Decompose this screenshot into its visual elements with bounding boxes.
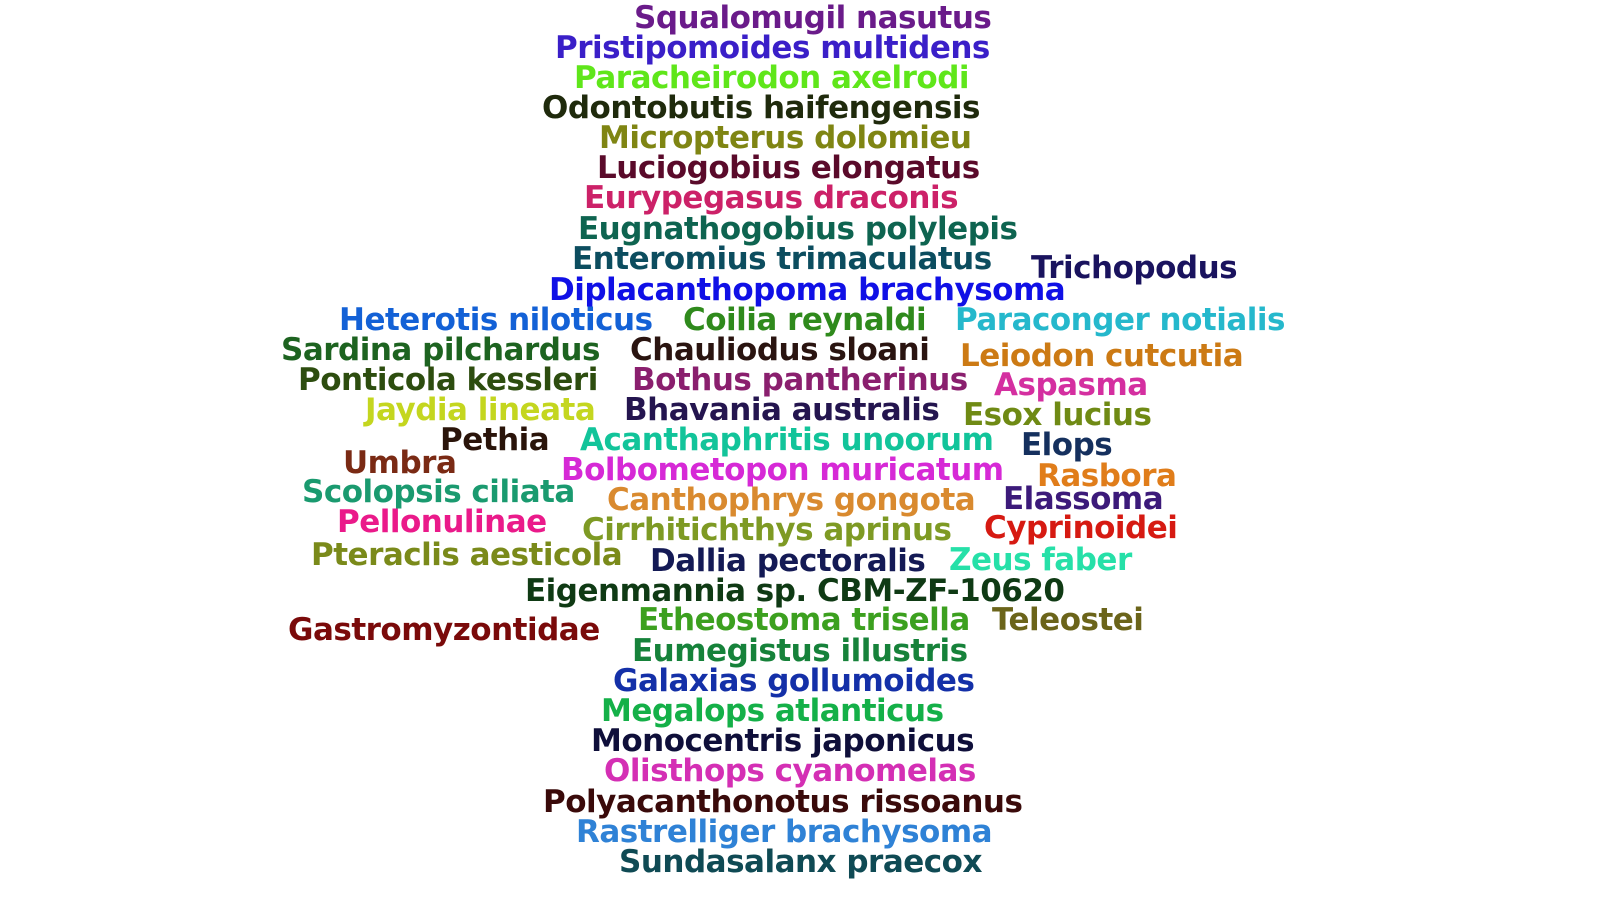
word-15: Chauliodus sloani [630,332,930,368]
word-35: Pteraclis aesticola [311,537,623,573]
word-4: Micropterus dolomieu [599,120,972,156]
word-22: Esox lucius [963,397,1152,433]
word-14: Sardina pilchardus [281,332,600,368]
word-31: Elassoma [1003,481,1164,517]
word-41: Gastromyzontidae [288,612,600,648]
word-12: Coilia reynaldi [683,302,927,338]
word-46: Olisthops cyanomelas [604,753,976,789]
word-47: Polyacanthonotus rissoanus [543,784,1023,820]
word-11: Heterotis niloticus [339,302,653,338]
word-7: Eugnathogobius polylepis [578,211,1018,247]
word-8: Enteromius trimaculatus [572,241,992,277]
word-27: Bolbometopon muricatum [561,452,1004,488]
word-18: Bothus pantherinus [632,362,968,398]
word-37: Zeus faber [949,542,1132,578]
word-44: Megalops atlanticus [601,693,944,729]
word-5: Luciogobius elongatus [597,150,980,186]
word-36: Dallia pectoralis [650,543,926,579]
word-9: Trichopodus [1031,250,1238,286]
word-13: Paraconger notialis [955,302,1286,338]
word-20: Jaydia lineata [365,392,596,428]
word-42: Eumegistus illustris [632,633,968,669]
word-10: Diplacanthopoma brachysoma [549,272,1066,308]
word-43: Galaxias gollumoides [613,663,975,699]
word-28: Rasbora [1037,458,1177,494]
word-24: Acanthaphritis unoorum [580,422,994,458]
word-45: Monocentris japonicus [591,723,975,759]
word-34: Cyprinoidei [984,510,1178,546]
word-25: Elops [1021,427,1113,463]
word-21: Bhavania australis [624,392,940,428]
word-3: Odontobutis haifengensis [542,90,980,126]
word-2: Paracheirodon axelrodi [574,60,970,96]
word-1: Pristipomoides multidens [555,30,990,66]
word-19: Aspasma [994,367,1148,403]
word-23: Pethia [440,422,550,458]
word-17: Ponticola kessleri [298,362,598,398]
word-32: Pellonulinae [337,504,547,540]
word-6: Eurypegasus draconis [584,180,959,216]
word-30: Canthophrys gongota [607,482,976,518]
word-49: Sundasalanx praecox [619,844,982,880]
word-29: Scolopsis ciliata [302,474,575,510]
word-16: Leiodon cutcutia [960,338,1244,374]
word-38: Eigenmannia sp. CBM-ZF-10620 [525,573,1065,609]
word-33: Cirrhitichthys aprinus [582,512,952,548]
word-40: Teleostei [992,602,1144,638]
word-0: Squalomugil nasutus [634,0,992,36]
word-48: Rastrelliger brachysoma [576,814,993,850]
word-39: Etheostoma trisella [638,602,970,638]
word-26: Umbra [343,445,457,481]
